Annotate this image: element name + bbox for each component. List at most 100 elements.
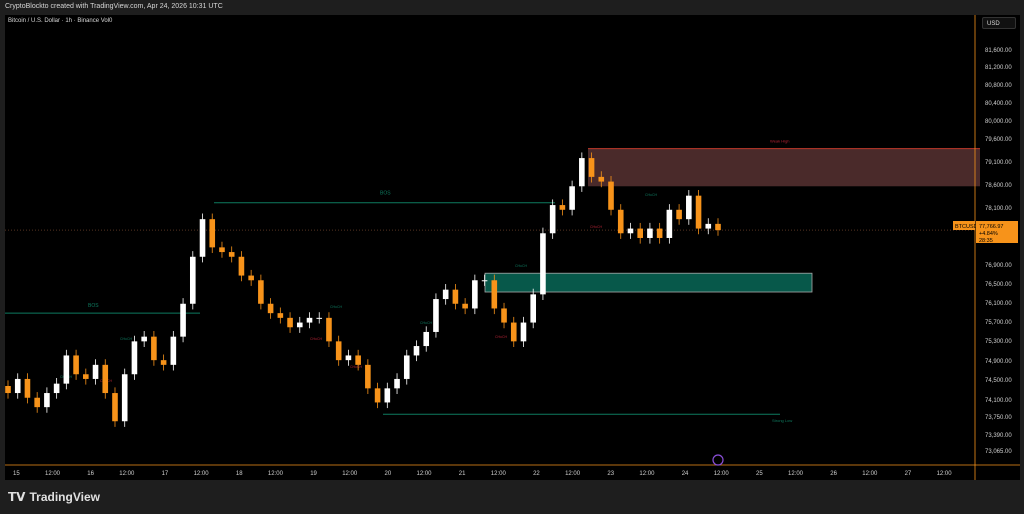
bear-candle bbox=[491, 280, 498, 309]
price-tick: 81,200.00 bbox=[985, 65, 1012, 71]
last-price-badge bbox=[976, 221, 1018, 243]
price-tick: 75,700.00 bbox=[985, 320, 1012, 326]
bull-candle bbox=[413, 346, 420, 356]
symbol-title: Bitcoin / U.S. Dollar · 1h · Binance Vol… bbox=[8, 18, 113, 24]
price-tick: 74,100.00 bbox=[985, 398, 1012, 404]
bear-candle bbox=[277, 313, 284, 318]
choch-label: CHoCH bbox=[310, 337, 323, 341]
bull-candle bbox=[92, 364, 99, 379]
bull-candle bbox=[316, 317, 323, 319]
price-tick: 81,600.00 bbox=[985, 48, 1012, 54]
last-price: 77,766.97 bbox=[979, 224, 1003, 230]
bull-candle bbox=[131, 341, 138, 375]
bear-candle bbox=[462, 303, 468, 309]
bear-candle bbox=[510, 322, 517, 342]
bear-candle bbox=[258, 280, 264, 304]
bull-candle bbox=[549, 205, 556, 234]
demand-zone bbox=[484, 272, 813, 293]
weak-high-zone bbox=[588, 148, 980, 187]
price-tick: 74,500.00 bbox=[985, 378, 1012, 384]
bull-candle bbox=[189, 256, 196, 304]
time-tick: 16 bbox=[87, 471, 94, 477]
price-tick: 80,800.00 bbox=[985, 83, 1012, 89]
time-tick: 23 bbox=[607, 471, 614, 477]
bear-candle bbox=[267, 303, 274, 314]
bull-candle bbox=[63, 355, 70, 384]
bear-candle bbox=[355, 355, 361, 365]
choch-label: CHoCH bbox=[645, 193, 658, 197]
bull-candle bbox=[520, 322, 527, 342]
time-tick: 22 bbox=[533, 471, 540, 477]
bear-candle bbox=[452, 289, 459, 304]
time-tick: 12:00 bbox=[788, 471, 804, 477]
bear-candle bbox=[676, 209, 682, 220]
bull-candle bbox=[686, 195, 692, 220]
price-tick: 76,500.00 bbox=[985, 282, 1012, 288]
bear-candle bbox=[335, 341, 342, 361]
event-icon bbox=[712, 454, 724, 466]
bear-candle bbox=[374, 388, 381, 403]
currency-button[interactable]: USD bbox=[982, 17, 1016, 29]
choch-label: CHoCH bbox=[420, 321, 433, 325]
bos-label: BOS bbox=[88, 303, 99, 309]
bull-candle bbox=[296, 322, 303, 328]
time-tick: 21 bbox=[459, 471, 466, 477]
time-tick: 12:00 bbox=[342, 471, 358, 477]
choch-label: CHoCH bbox=[590, 225, 603, 229]
time-tick: 12:00 bbox=[417, 471, 433, 477]
choch-label: CHoCH bbox=[350, 365, 363, 369]
price-tick: 80,000.00 bbox=[985, 119, 1012, 125]
bear-candle bbox=[559, 205, 566, 210]
bull-candle bbox=[199, 219, 206, 257]
bull-candle bbox=[306, 317, 313, 323]
bear-candle bbox=[598, 176, 605, 182]
time-tick: 12:00 bbox=[45, 471, 61, 477]
bos-label: BOS bbox=[380, 191, 391, 197]
price-tick: 79,600.00 bbox=[985, 137, 1012, 143]
price-tick: 75,300.00 bbox=[985, 339, 1012, 345]
time-tick: 12:00 bbox=[714, 471, 730, 477]
bull-candle bbox=[530, 294, 537, 323]
bear-candle bbox=[151, 336, 157, 361]
bear-candle bbox=[73, 355, 79, 375]
time-tick: 17 bbox=[162, 471, 169, 477]
time-tick: 20 bbox=[385, 471, 392, 477]
time-tick: 12:00 bbox=[565, 471, 581, 477]
tradingview-logo[interactable]: 𝗧𝗩 TradingView bbox=[8, 490, 100, 504]
bull-candle bbox=[14, 378, 21, 394]
bull-candle bbox=[53, 383, 60, 394]
time-tick: 24 bbox=[682, 471, 689, 477]
bear-candle bbox=[34, 397, 40, 408]
time-tick: 15 bbox=[13, 471, 20, 477]
weak-high-label: Weak High bbox=[770, 139, 790, 144]
time-tick: 12:00 bbox=[268, 471, 284, 477]
bear-candle bbox=[617, 209, 624, 234]
price-tick: 78,100.00 bbox=[985, 206, 1012, 212]
bull-candle bbox=[433, 299, 439, 332]
bull-candle bbox=[345, 355, 352, 361]
choch-label: CHoCH bbox=[495, 335, 508, 339]
bear-candle bbox=[248, 275, 254, 281]
bear-candle bbox=[102, 364, 109, 394]
bear-candle bbox=[112, 393, 118, 422]
bear-candle bbox=[588, 158, 595, 177]
bear-candle bbox=[238, 256, 245, 276]
bull-candle bbox=[394, 378, 400, 389]
price-tick: 74,900.00 bbox=[985, 359, 1012, 365]
chart-area[interactable] bbox=[5, 15, 1020, 480]
time-tick: 25 bbox=[756, 471, 763, 477]
price-tick: 73,390.00 bbox=[985, 433, 1012, 439]
choch-label: CHoCH bbox=[330, 305, 343, 309]
price-tick: 78,600.00 bbox=[985, 183, 1012, 189]
bull-candle bbox=[141, 336, 147, 342]
bull-candle bbox=[666, 209, 673, 238]
bull-candle bbox=[569, 186, 575, 210]
bar-countdown: 28:35 bbox=[979, 238, 993, 244]
bull-candle bbox=[423, 331, 430, 347]
bear-candle bbox=[326, 317, 332, 342]
bear-candle bbox=[83, 374, 89, 379]
time-tick: 12:00 bbox=[639, 471, 655, 477]
bull-candle bbox=[705, 223, 712, 229]
bear-candle bbox=[501, 308, 507, 323]
